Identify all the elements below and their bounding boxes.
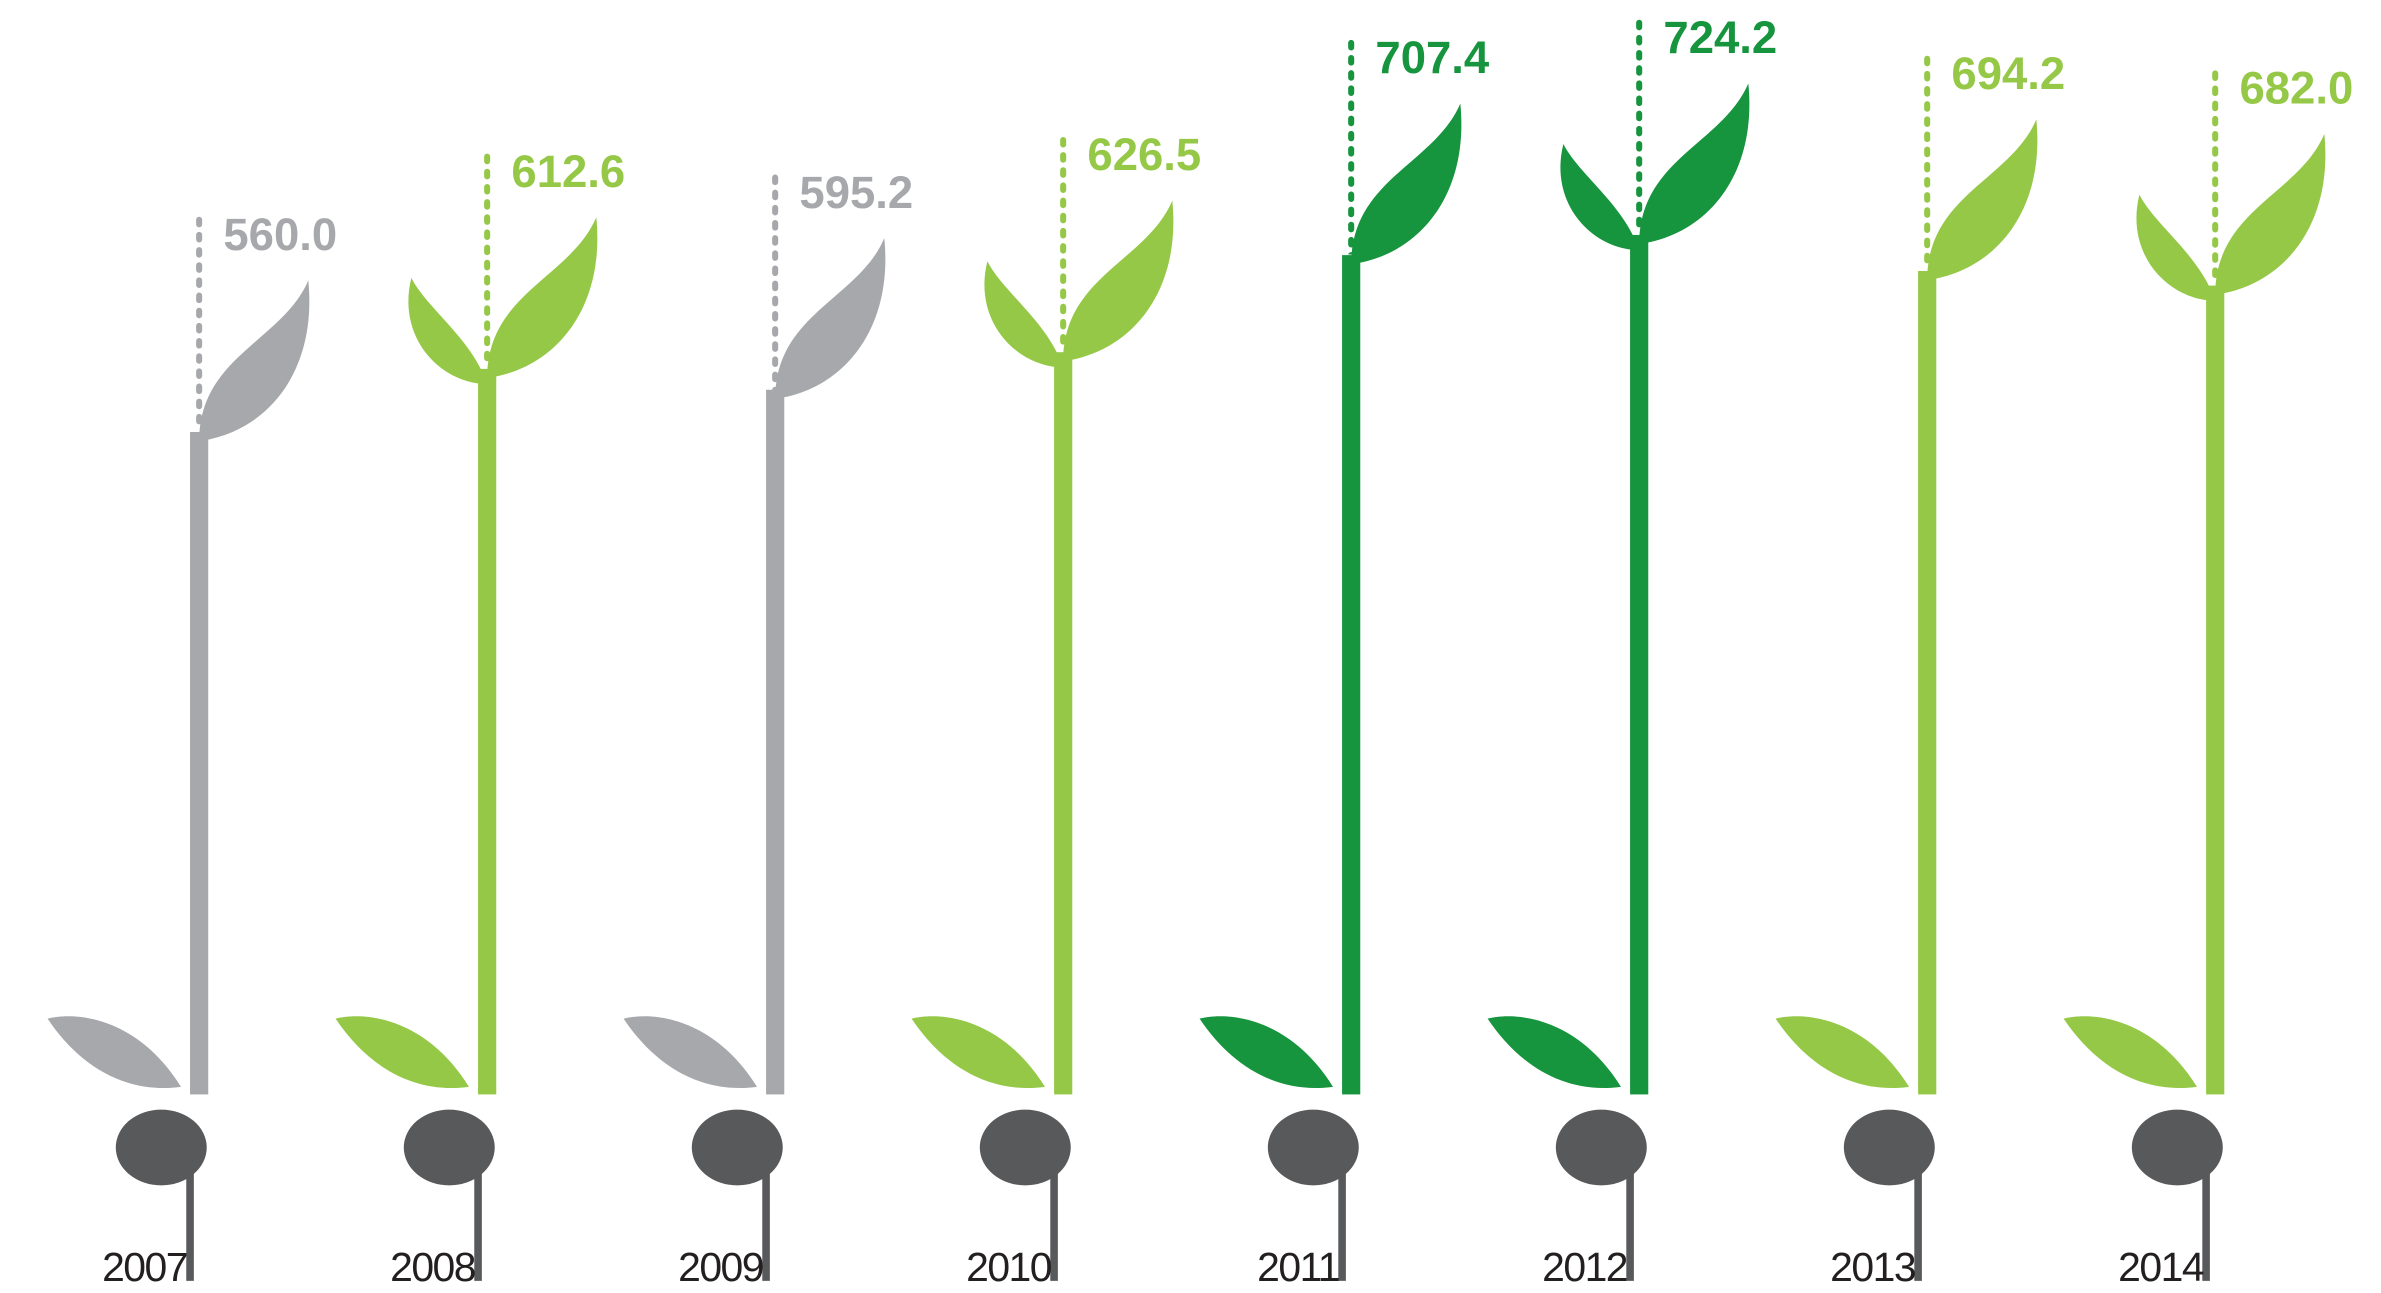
leaf [623, 1016, 757, 1089]
seed [115, 1109, 207, 1186]
stem [1630, 234, 1649, 1095]
seed [1267, 1109, 1359, 1186]
leaf [1927, 119, 2038, 281]
value-label: 724.2 [1663, 12, 1777, 63]
leaf [1639, 83, 1750, 245]
x-tick-label: 2014 [2118, 1244, 2204, 1290]
leaf [1199, 1016, 1333, 1089]
seed [691, 1109, 783, 1186]
value-label: 560.0 [223, 209, 337, 260]
leaf [984, 261, 1064, 368]
stem [1054, 352, 1073, 1095]
stem [1918, 270, 1937, 1095]
leaf [911, 1016, 1045, 1089]
leaf [1560, 144, 1640, 251]
leaf [2063, 1016, 2198, 1089]
leaf [2136, 194, 2216, 301]
leaf [2215, 134, 2326, 295]
x-tick-label: 2009 [678, 1244, 763, 1290]
value-label: 682.0 [2239, 63, 2353, 114]
leaf [335, 1016, 469, 1089]
leaf [199, 280, 310, 442]
leaf [1487, 1016, 1621, 1089]
seed [403, 1109, 495, 1186]
leaf [1351, 103, 1462, 265]
x-tick-label: 2011 [1257, 1244, 1339, 1290]
stem [478, 368, 497, 1095]
stem [190, 432, 209, 1095]
x-tick-label: 2013 [1830, 1244, 1915, 1290]
x-tick-label: 2008 [390, 1244, 475, 1290]
stem [1342, 255, 1361, 1095]
leaf [408, 277, 488, 385]
leaf [487, 217, 598, 378]
leaf [47, 1016, 181, 1089]
leaf [775, 238, 886, 399]
value-label: 612.6 [511, 146, 625, 197]
x-tick-label: 2010 [966, 1244, 1052, 1290]
leaf [1775, 1016, 1910, 1089]
value-label: 595.2 [799, 167, 913, 218]
seed [2131, 1109, 2223, 1186]
value-label: 707.4 [1375, 32, 1489, 83]
x-tick-label: 2007 [102, 1244, 187, 1290]
value-label: 626.5 [1087, 129, 1201, 180]
x-tick-label: 2012 [1542, 1244, 1627, 1290]
seed [979, 1109, 1071, 1186]
seed [1555, 1109, 1647, 1186]
seed [1843, 1109, 1935, 1186]
stem [2206, 285, 2225, 1095]
leaf [1063, 200, 1174, 362]
stem [766, 389, 785, 1095]
value-label: 694.2 [1951, 48, 2065, 99]
